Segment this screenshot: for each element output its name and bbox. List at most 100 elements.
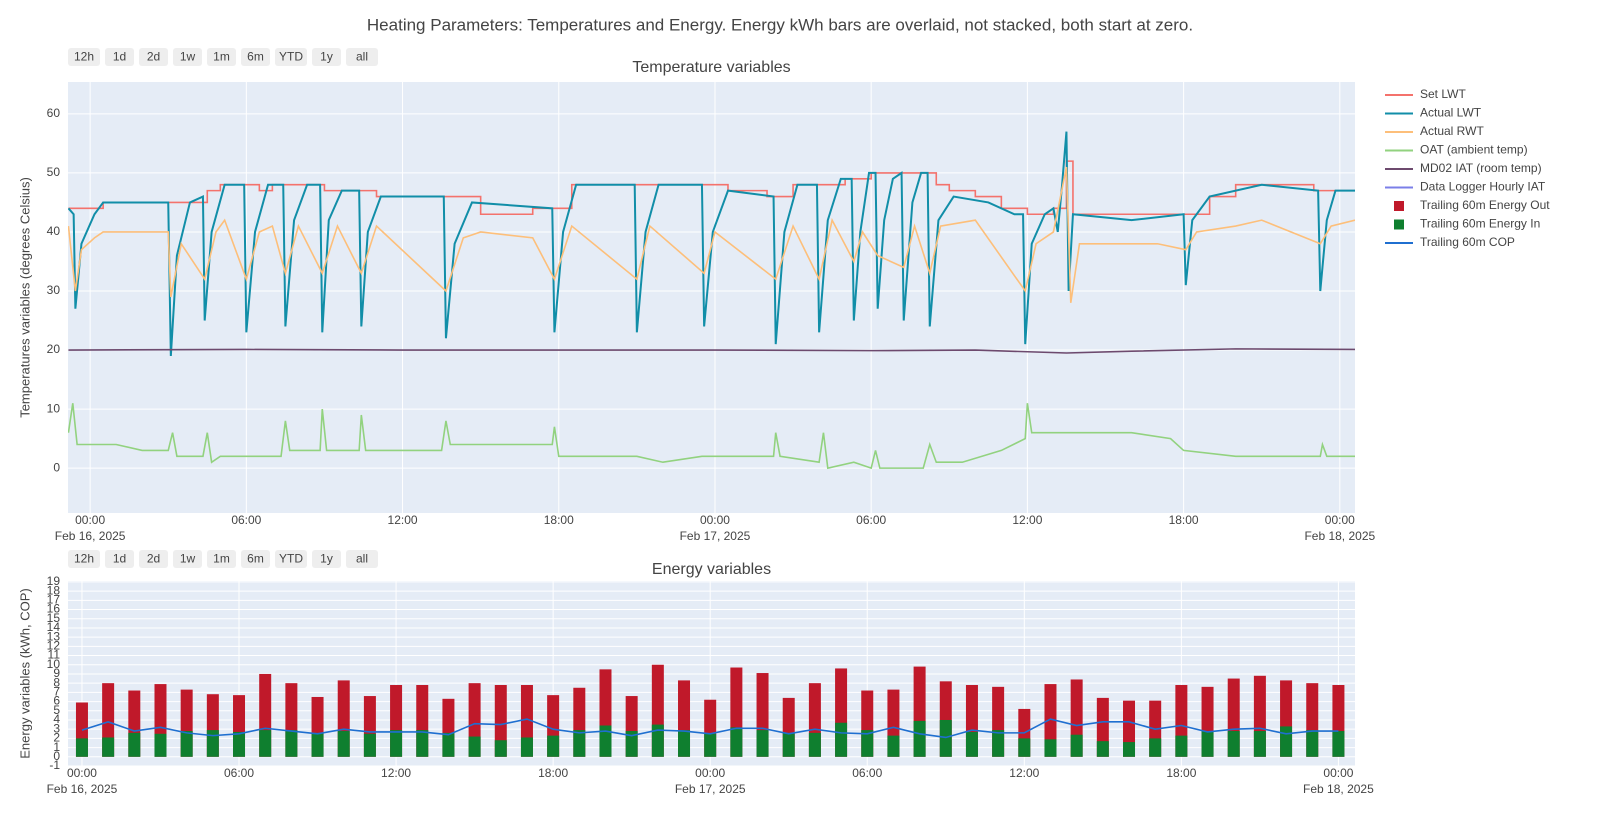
range-button-label[interactable]: 1y: [320, 552, 333, 566]
range-button-label[interactable]: all: [356, 552, 368, 566]
x-tick-label: 00:00 Feb 16, 2025: [47, 766, 118, 796]
range-button[interactable]: 1d: [105, 48, 134, 66]
x-tick-label-line: 06:00: [224, 766, 254, 780]
range-button[interactable]: 6m: [241, 550, 270, 568]
legend-item: OAT (ambient temp): [1385, 143, 1528, 157]
y-tick-label: 14: [47, 620, 61, 634]
bar: [337, 731, 350, 757]
bar: [1306, 730, 1319, 757]
x-tick-label-line: Feb 17, 2025: [675, 782, 746, 796]
y-tick-label: 13: [47, 629, 61, 643]
subplot-title: Temperature variables: [632, 59, 790, 76]
range-button[interactable]: 2d: [139, 550, 168, 568]
x-tick-label-line: 18:00: [544, 513, 574, 527]
x-tick-label: 00:00 Feb 16, 2025: [55, 513, 126, 543]
range-button[interactable]: 1m: [207, 48, 236, 66]
range-button-label[interactable]: 12h: [74, 552, 94, 566]
bar: [965, 731, 978, 757]
x-tick-label: 00:00 Feb 18, 2025: [1303, 766, 1374, 796]
x-tick-label-line: 00:00: [75, 513, 105, 527]
legend-label: MD02 IAT (room temp): [1420, 161, 1542, 175]
y-tick-label: 50: [47, 165, 61, 179]
bar: [1044, 739, 1057, 757]
range-button-label[interactable]: YTD: [279, 50, 303, 64]
range-button[interactable]: 1w: [173, 550, 202, 568]
range-button-bg: [275, 48, 307, 66]
bar: [861, 730, 874, 757]
x-tick-label: 12:00: [388, 513, 418, 527]
bar: [704, 733, 717, 757]
x-tick-label-line: 00:00: [1323, 766, 1353, 780]
range-button[interactable]: 2d: [139, 48, 168, 66]
y-tick-label: 5: [53, 703, 60, 717]
x-tick-label-line: 18:00: [1169, 513, 1199, 527]
range-button[interactable]: 1y: [312, 550, 341, 568]
series-line: [68, 403, 1355, 470]
y-tick-label: 1: [53, 740, 60, 754]
range-button-label[interactable]: 1m: [213, 552, 230, 566]
range-button-bg: [312, 550, 341, 568]
range-button[interactable]: YTD: [275, 550, 307, 568]
range-button-label[interactable]: 1w: [180, 50, 196, 64]
legend-label: Actual RWT: [1420, 124, 1484, 138]
legend-item: MD02 IAT (room temp): [1385, 161, 1542, 175]
range-button-label[interactable]: YTD: [279, 552, 303, 566]
range-button[interactable]: YTD: [275, 48, 307, 66]
range-button[interactable]: 1w: [173, 48, 202, 66]
range-button[interactable]: 12h: [68, 550, 100, 568]
legend-label: Trailing 60m COP: [1420, 235, 1515, 249]
range-button[interactable]: 1d: [105, 550, 134, 568]
y-tick-label: 18: [47, 583, 61, 597]
legend-swatch: [1394, 201, 1404, 211]
range-button-label[interactable]: 1y: [320, 50, 333, 64]
range-button[interactable]: 1m: [207, 550, 236, 568]
x-tick-label-line: Feb 17, 2025: [680, 529, 751, 543]
range-button-bg: [346, 550, 378, 568]
range-button-bg: [241, 48, 270, 66]
bar: [939, 719, 952, 757]
range-button-bg: [241, 550, 270, 568]
legend-label: OAT (ambient temp): [1420, 143, 1528, 157]
range-button-bg: [139, 48, 168, 66]
bar: [887, 735, 900, 757]
range-button[interactable]: all: [346, 550, 378, 568]
y-tick-label: 4: [53, 712, 60, 726]
legend-item: Set LWT: [1385, 87, 1466, 101]
x-tick-label-line: 00:00: [67, 766, 97, 780]
range-button[interactable]: all: [346, 48, 378, 66]
range-button[interactable]: 6m: [241, 48, 270, 66]
x-tick-label-line: 18:00: [538, 766, 568, 780]
x-tick-label-line: 00:00: [1325, 513, 1355, 527]
y-tick-label: 16: [47, 602, 61, 616]
x-tick-label: 12:00: [381, 766, 411, 780]
range-button-label[interactable]: 6m: [247, 50, 264, 64]
range-button-label[interactable]: 1d: [113, 50, 126, 64]
legend-swatch: [1394, 219, 1404, 230]
bar: [363, 733, 376, 757]
range-button-label[interactable]: all: [356, 50, 368, 64]
bar: [835, 722, 848, 757]
range-button-label[interactable]: 1w: [180, 552, 196, 566]
range-button-label[interactable]: 2d: [147, 50, 160, 64]
range-button-label[interactable]: 12h: [74, 50, 94, 64]
range-button-label[interactable]: 6m: [247, 552, 264, 566]
legend-item: Actual LWT: [1385, 106, 1482, 120]
bar: [1096, 741, 1109, 757]
range-button[interactable]: 12h: [68, 48, 100, 66]
legend-label: Data Logger Hourly IAT: [1420, 180, 1546, 194]
x-tick-label-line: 06:00: [231, 513, 261, 527]
bar: [1149, 738, 1162, 757]
bar: [1175, 735, 1188, 757]
x-tick-label-line: Feb 18, 2025: [1303, 782, 1374, 796]
bar: [913, 720, 926, 757]
range-button-label[interactable]: 2d: [147, 552, 160, 566]
y-tick-label: 6: [53, 694, 60, 708]
range-button-bg: [139, 550, 168, 568]
range-button-bg: [173, 48, 202, 66]
range-button-label[interactable]: 1d: [113, 552, 126, 566]
y-tick-label: -1: [49, 758, 60, 772]
range-button-label[interactable]: 1m: [213, 50, 230, 64]
bar: [285, 730, 298, 757]
range-button[interactable]: 1y: [312, 48, 341, 66]
bar: [992, 730, 1005, 757]
